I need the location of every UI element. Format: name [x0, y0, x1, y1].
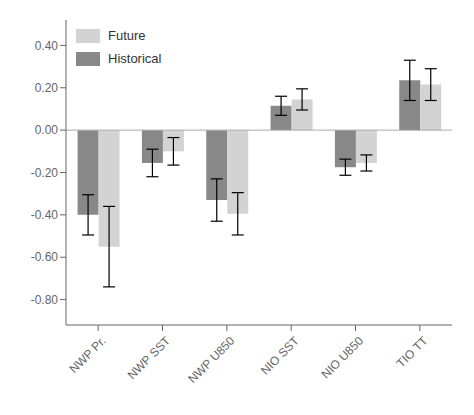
svg-text:NWP SST: NWP SST	[125, 333, 174, 382]
svg-text:TIO TT: TIO TT	[394, 333, 431, 370]
html-text:Historical: Historical	[108, 51, 162, 66]
svg-text:-0.20: -0.20	[31, 166, 59, 180]
svg-text:NIO SST: NIO SST	[258, 333, 302, 377]
svg-text:NWP Pr.: NWP Pr.	[66, 334, 108, 376]
html-text:Future: Future	[108, 28, 146, 43]
svg-text:-0.80: -0.80	[31, 293, 59, 307]
svg-text:0.40: 0.40	[35, 39, 59, 53]
svg-text:-0.60: -0.60	[31, 250, 59, 264]
svg-text:-0.40: -0.40	[31, 208, 59, 222]
svg-text:0.00: 0.00	[35, 123, 59, 137]
svg-text:NIO U850: NIO U850	[318, 333, 366, 381]
svg-text:NWP U850: NWP U850	[185, 333, 237, 385]
svg-text:0.20: 0.20	[35, 81, 59, 95]
